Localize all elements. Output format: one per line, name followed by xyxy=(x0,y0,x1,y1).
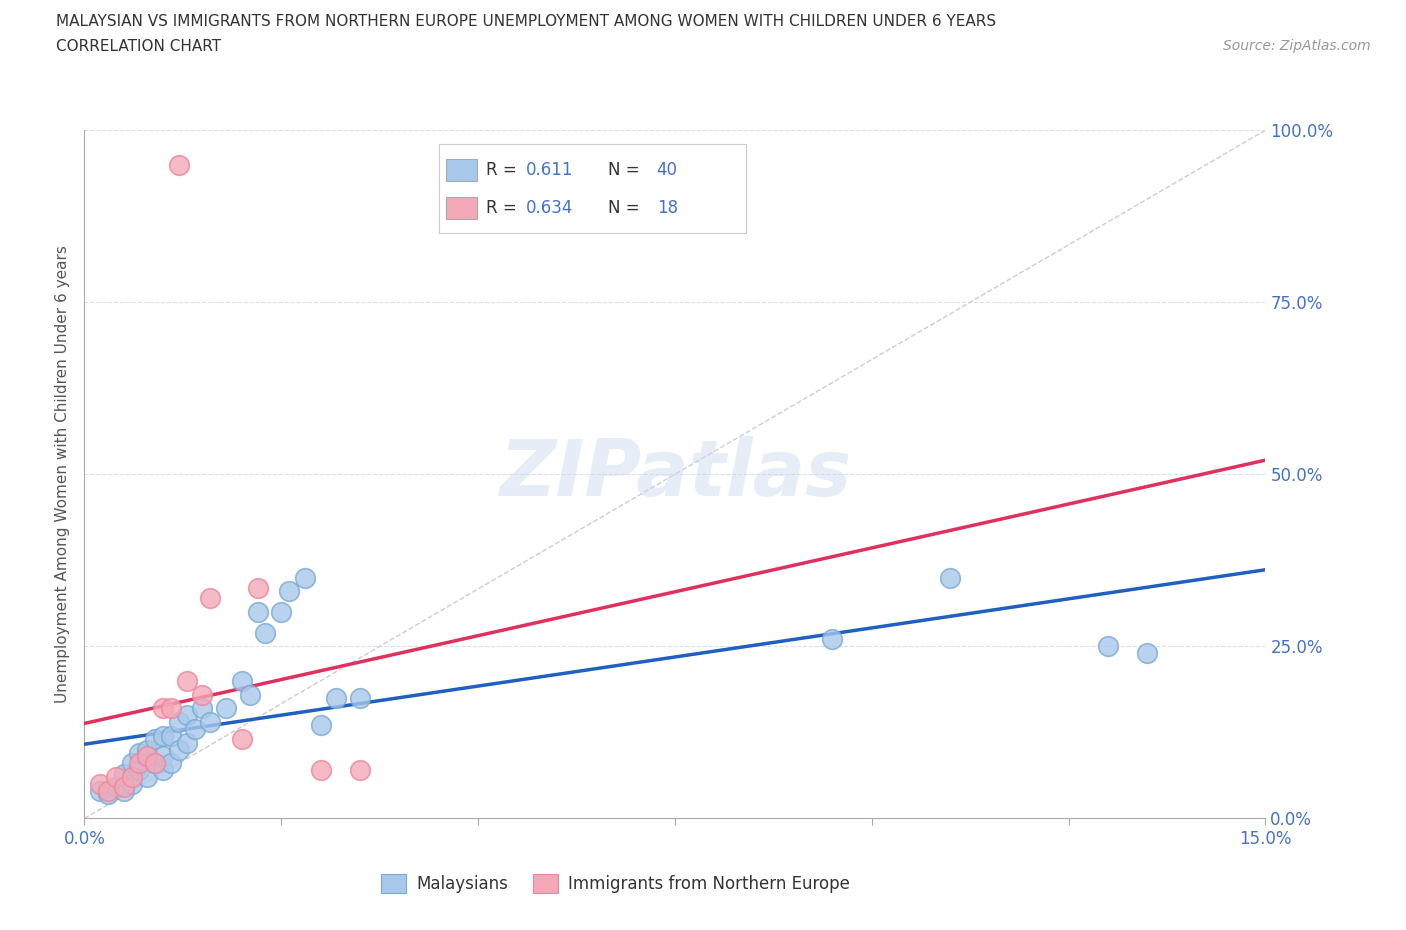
Point xyxy=(128,763,150,777)
Point xyxy=(191,687,214,702)
Point xyxy=(176,673,198,688)
Point xyxy=(121,770,143,785)
Point xyxy=(128,746,150,761)
Point xyxy=(121,756,143,771)
Point xyxy=(136,749,159,764)
Text: MALAYSIAN VS IMMIGRANTS FROM NORTHERN EUROPE UNEMPLOYMENT AMONG WOMEN WITH CHILD: MALAYSIAN VS IMMIGRANTS FROM NORTHERN EU… xyxy=(56,14,997,29)
Point xyxy=(97,787,120,802)
Text: Source: ZipAtlas.com: Source: ZipAtlas.com xyxy=(1223,39,1371,53)
Point xyxy=(89,783,111,798)
Point xyxy=(821,632,844,647)
Point xyxy=(152,749,174,764)
Point xyxy=(200,714,222,729)
Point xyxy=(176,736,198,751)
Point xyxy=(309,763,332,777)
Point xyxy=(136,742,159,757)
Point xyxy=(231,732,253,747)
Point xyxy=(349,690,371,706)
Point xyxy=(254,625,277,640)
Point xyxy=(128,756,150,771)
Point xyxy=(160,701,183,716)
Point xyxy=(112,783,135,798)
Point xyxy=(152,763,174,777)
Point xyxy=(167,714,190,729)
Text: CORRELATION CHART: CORRELATION CHART xyxy=(56,39,221,54)
Point xyxy=(176,708,198,723)
Point xyxy=(278,584,301,599)
Point xyxy=(143,756,166,771)
Point xyxy=(215,701,238,716)
Point xyxy=(89,777,111,791)
Point xyxy=(1136,645,1159,660)
Point xyxy=(152,701,174,716)
Point xyxy=(143,732,166,747)
Point xyxy=(183,722,205,737)
Point xyxy=(1097,639,1119,654)
Point xyxy=(349,763,371,777)
Y-axis label: Unemployment Among Women with Children Under 6 years: Unemployment Among Women with Children U… xyxy=(55,246,70,703)
Point xyxy=(121,777,143,791)
Point xyxy=(294,570,316,585)
Point xyxy=(104,770,127,785)
Point xyxy=(112,766,135,781)
Point xyxy=(309,718,332,733)
Point xyxy=(200,591,222,605)
Point xyxy=(239,687,262,702)
Legend: Malaysians, Immigrants from Northern Europe: Malaysians, Immigrants from Northern Eur… xyxy=(375,867,856,899)
Point xyxy=(104,780,127,795)
Point xyxy=(270,604,292,619)
Point xyxy=(325,690,347,706)
Point xyxy=(112,780,135,795)
Point xyxy=(152,728,174,743)
Point xyxy=(136,770,159,785)
Point xyxy=(939,570,962,585)
Point xyxy=(231,673,253,688)
Text: ZIPatlas: ZIPatlas xyxy=(499,436,851,512)
Point xyxy=(167,742,190,757)
Point xyxy=(143,756,166,771)
Point xyxy=(191,701,214,716)
Point xyxy=(97,783,120,798)
Point xyxy=(246,580,269,595)
Point xyxy=(246,604,269,619)
Point xyxy=(167,157,190,172)
Point xyxy=(160,756,183,771)
Point xyxy=(160,728,183,743)
